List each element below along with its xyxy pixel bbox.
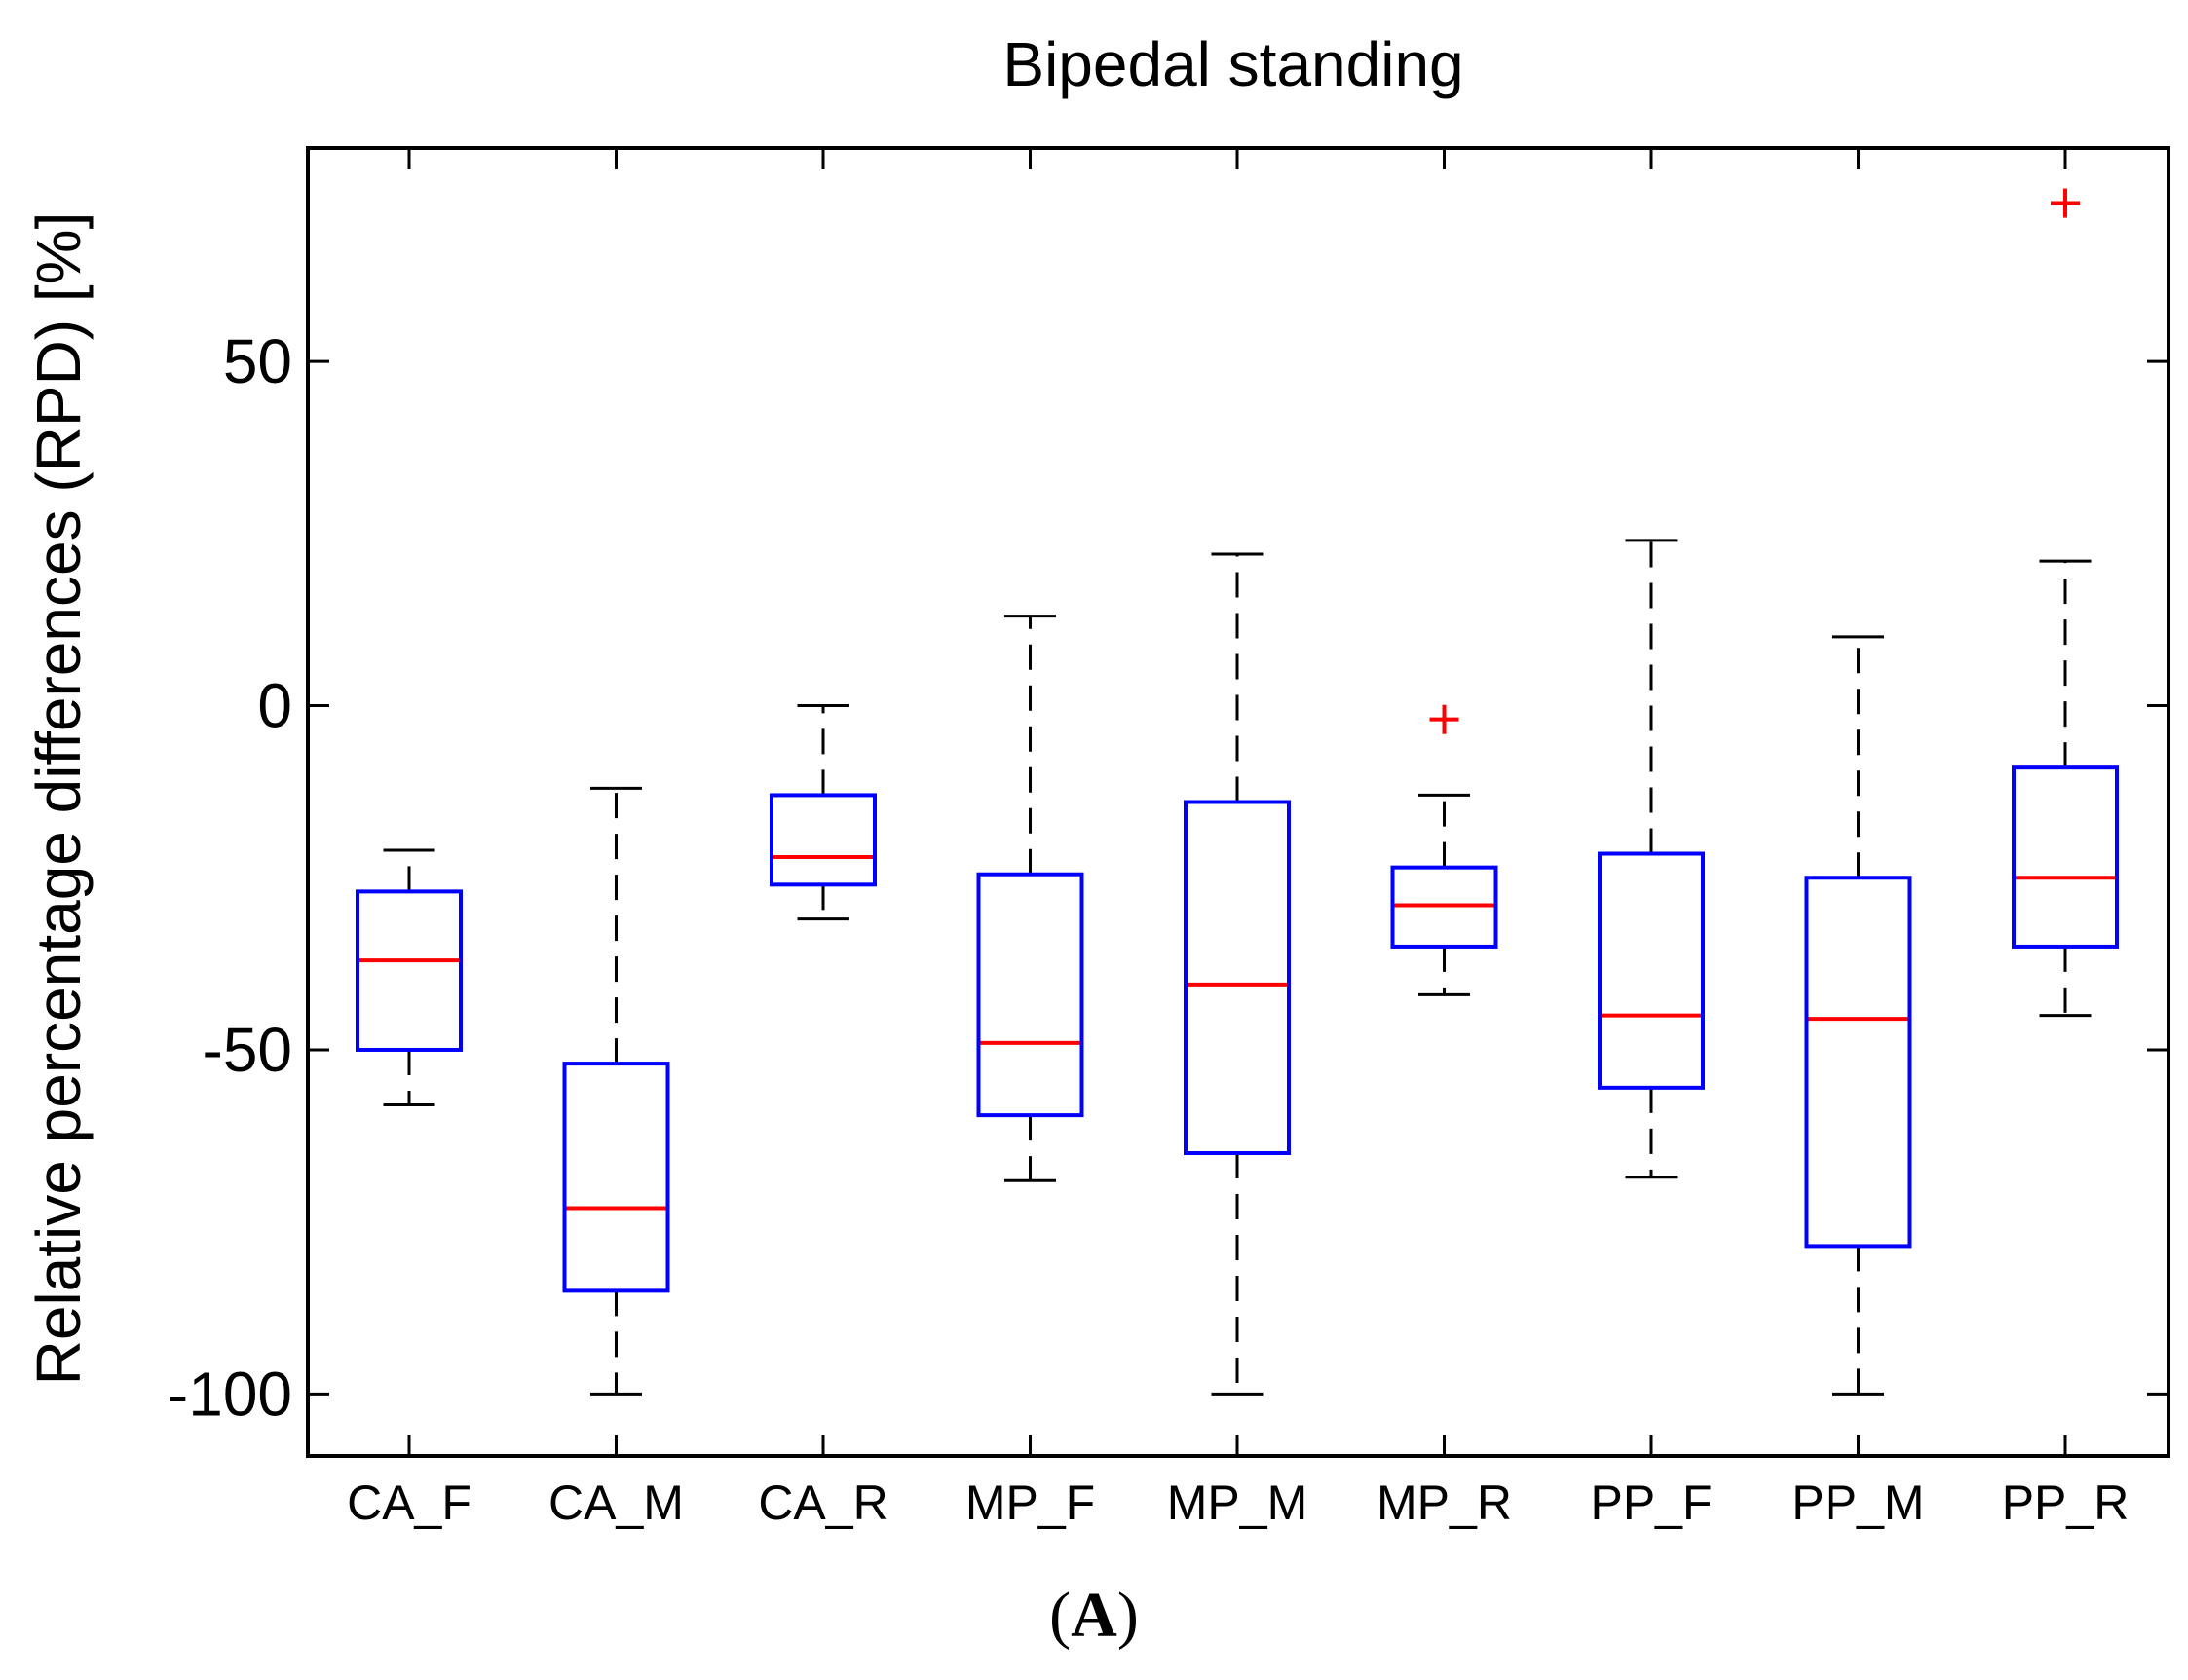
x-tick-label-CA_F: CA_F xyxy=(347,1475,472,1530)
y-tick-label-2: -50 xyxy=(203,1015,293,1085)
caption-letter: A xyxy=(1071,1580,1117,1651)
box-MP_M xyxy=(1184,552,1291,1396)
x-tick-label-PP_M: PP_M xyxy=(1792,1475,1924,1530)
x-tick-label-PP_F: PP_F xyxy=(1590,1475,1712,1530)
y-axis-ticks: 50 0 -50 -100 xyxy=(168,326,2169,1429)
x-tick-label-CA_M: CA_M xyxy=(548,1475,684,1530)
iqr-box xyxy=(1184,800,1291,1155)
iqr-box xyxy=(976,872,1084,1118)
iqr-box xyxy=(2012,765,2119,949)
y-tick-label-1: 0 xyxy=(257,671,292,741)
chart-title: Bipedal standing xyxy=(1002,29,1463,99)
figure-caption: (A) xyxy=(1049,1580,1139,1651)
boxes-group xyxy=(356,188,2119,1396)
iqr-box xyxy=(1598,851,1705,1090)
outlier-marker xyxy=(2051,188,2080,218)
x-tick-label-CA_R: CA_R xyxy=(758,1475,887,1530)
iqr-box xyxy=(770,793,877,887)
box-CA_M xyxy=(562,786,670,1396)
x-tick-label-MP_F: MP_F xyxy=(965,1475,1095,1530)
box-CA_F xyxy=(356,848,463,1107)
x-axis-tick-labels: CA_F CA_M CA_R MP_F MP_M MP_R PP_F PP_M PP_R xyxy=(347,148,2129,1530)
box-PP_F xyxy=(1598,539,1705,1179)
y-tick-label-0: 50 xyxy=(223,326,292,396)
box-MP_R xyxy=(1390,704,1498,996)
y-axis-label: Relative percentage differences (RPD) [%… xyxy=(23,212,94,1386)
box-CA_R xyxy=(770,704,877,921)
box-PP_M xyxy=(1804,635,1912,1396)
caption-open-paren: ( xyxy=(1049,1580,1071,1651)
iqr-box xyxy=(562,1062,670,1293)
y-tick-label-3: -100 xyxy=(168,1359,292,1429)
box-MP_F xyxy=(976,615,1084,1182)
iqr-box xyxy=(356,889,463,1052)
x-tick-label-MP_R: MP_R xyxy=(1377,1475,1512,1530)
x-tick-label-PP_R: PP_R xyxy=(2002,1475,2130,1530)
x-tick-label-MP_M: MP_M xyxy=(1167,1475,1307,1530)
box-PP_R xyxy=(2012,188,2119,1018)
outlier-marker xyxy=(1429,704,1459,734)
iqr-box xyxy=(1804,876,1912,1249)
caption-close-paren: ) xyxy=(1117,1580,1139,1651)
